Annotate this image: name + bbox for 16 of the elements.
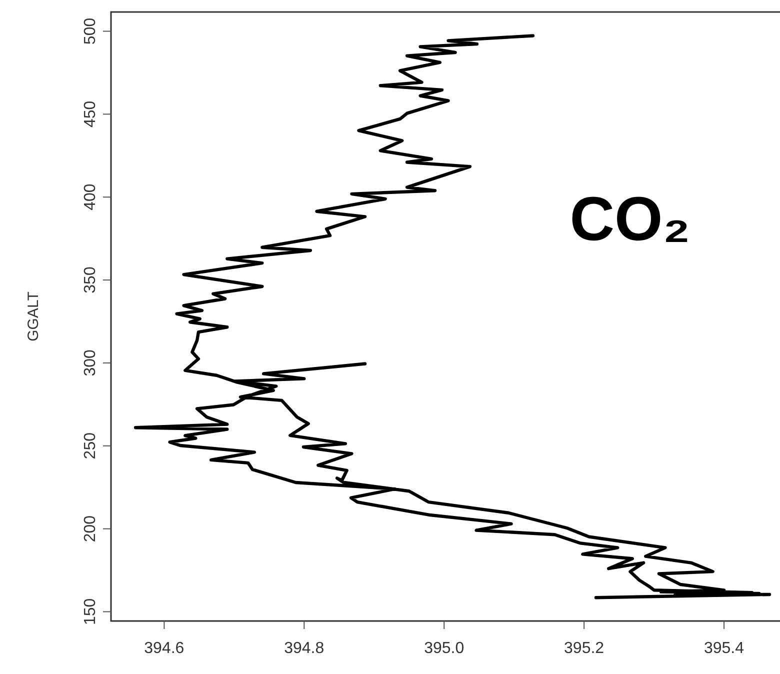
y-tick-label: 250	[82, 432, 99, 460]
y-tick-label: 200	[82, 515, 99, 542]
y-tick-label: 350	[82, 266, 99, 294]
x-tick-label: 395.0	[424, 640, 464, 657]
y-axis-title: GGALT	[25, 292, 42, 342]
y-tick-label: 450	[82, 100, 99, 128]
y-tick-label: 300	[82, 349, 99, 376]
y-tick-label: 150	[82, 598, 99, 626]
x-tick-label: 394.6	[144, 640, 184, 657]
y-tick-label: 400	[82, 184, 99, 210]
line-series	[134, 34, 772, 600]
y-tick-label: 500	[82, 18, 99, 45]
x-tick-label: 395.4	[704, 640, 744, 657]
x-tick-label: 394.8	[284, 640, 324, 657]
annotation: CO₂	[570, 185, 690, 254]
x-tick-label: 395.2	[564, 640, 604, 657]
